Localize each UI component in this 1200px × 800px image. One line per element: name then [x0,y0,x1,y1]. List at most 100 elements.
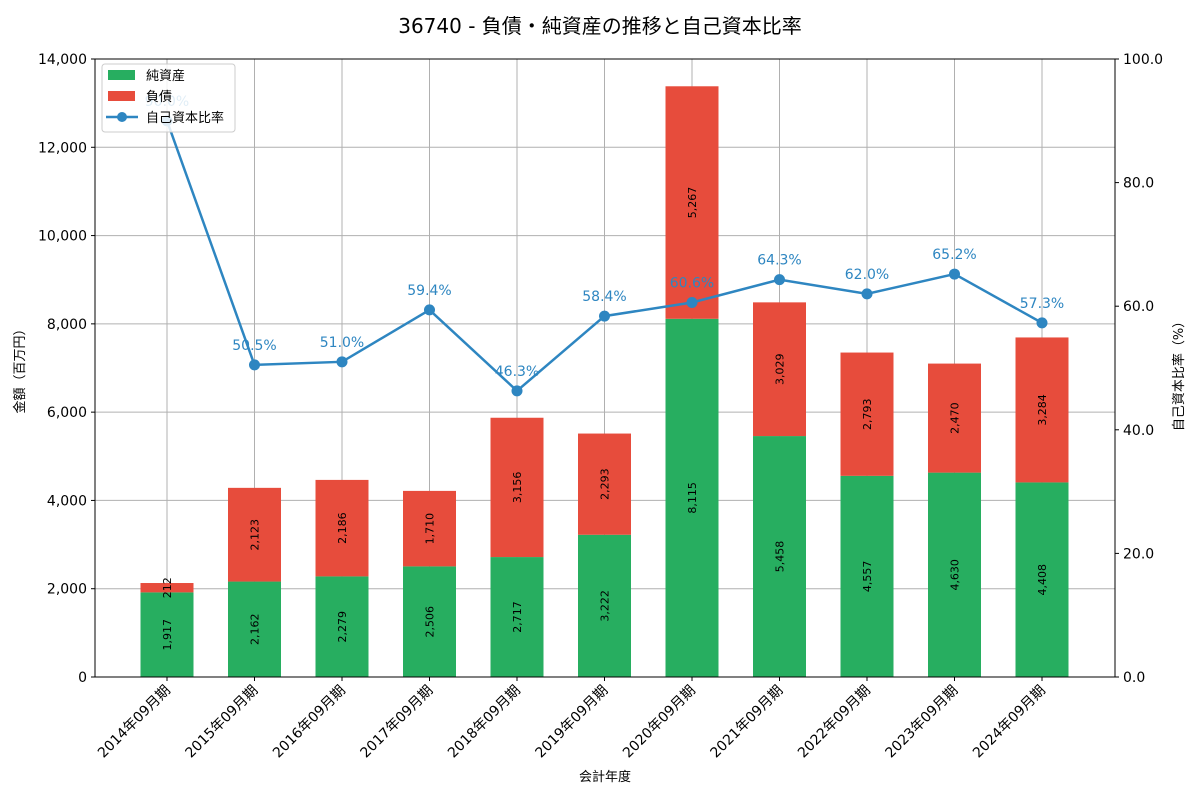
bar-liabilities [840,352,894,476]
bar-liabilities [140,583,194,593]
bar-value-label: 2,793 [861,398,874,430]
left-axis-ticks: 0 2,000 4,000 6,000 8,000 10,000 12,000 14,000 [38,52,95,686]
ratio-label: 46.3% [495,364,539,380]
line-marker [424,304,435,316]
x-tick-label: 2021年09月期 [708,683,787,762]
bar-stack: 8,115 5,267 [665,86,719,677]
legend-label-net-assets: 純資産 [146,68,185,84]
bar-value-label: 5,267 [686,187,699,219]
bar-value-label: 2,186 [336,512,349,544]
right-axis-ticks: 0.0 20.0 40.0 60.0 80.0 100.0 [1115,52,1163,686]
bar-liabilities [1015,337,1069,483]
bar-value-label: 2,279 [336,611,349,643]
line-marker [511,385,523,397]
svg-text:60.0: 60.0 [1123,299,1154,315]
ratio-label: 51.0% [320,335,364,351]
bar-stack: 1,917 212 [140,577,194,677]
svg-text:40.0: 40.0 [1123,423,1154,439]
bar-stack: 5,458 3,029 [753,302,806,677]
svg-text:10,000: 10,000 [38,229,87,245]
x-tick-label: 2020年09月期 [620,683,699,762]
bar-value-label: 3,156 [511,472,524,504]
x-axis-label: 会計年度 [579,769,631,785]
bar-value-label: 5,458 [774,541,787,573]
bar-value-label: 2,123 [249,519,262,551]
bar-stack: 4,630 2,470 [928,363,981,677]
ratio-label: 65.2% [932,247,976,263]
bar-net-assets [753,436,806,677]
bar-value-label: 1,710 [424,513,437,545]
svg-text:12,000: 12,000 [38,140,87,156]
bar-stack: 3,222 2,293 [578,433,631,677]
bar-value-label: 2,162 [249,614,262,646]
svg-text:0.0: 0.0 [1123,670,1145,686]
x-tick-label: 2022年09月期 [795,683,874,762]
bar-value-label: 3,284 [1036,394,1049,426]
svg-text:0: 0 [78,670,87,686]
bar-value-label: 8,115 [686,482,699,514]
bar-value-label: 1,917 [161,619,174,651]
x-tick-label: 2023年09月期 [883,683,962,762]
bar-series: 1,9172122,1622,1232,2792,1862,5061,7102,… [140,86,1069,677]
bar-net-assets [140,592,194,677]
bar-stack: 4,408 3,284 [1015,337,1069,677]
y2-axis-label: 自己資本比率（%） [1171,315,1187,431]
bar-liabilities [490,417,544,558]
x-tick-label: 2018年09月期 [445,683,524,762]
legend: 純資産 負債 自己資本比率 [101,63,236,133]
x-tick-label: 2019年09月期 [533,683,612,762]
bar-liabilities [928,363,981,473]
bar-value-label: 4,408 [1036,564,1049,596]
bar-value-label: 2,293 [599,468,612,500]
ratio-label: 50.5% [232,338,276,354]
line-marker [861,288,873,300]
bar-stack: 4,557 2,793 [840,352,894,677]
bar-net-assets [315,576,369,677]
bar-liabilities [315,479,369,577]
line-marker [686,296,698,308]
svg-text:100.0: 100.0 [1123,52,1163,68]
line-marker [599,310,610,322]
chart-title: 36740 - 負債・純資産の推移と自己資本比率 [398,14,802,38]
bar-net-assets [1015,482,1069,677]
x-tick-label: 2015年09月期 [183,683,262,762]
ratio-label: 60.6% [670,275,714,291]
ratio-label: 59.4% [407,283,451,299]
bar-value-label: 3,029 [774,353,787,385]
bar-value-label: 212 [161,577,174,598]
legend-marker-icon [117,112,127,122]
line-marker [336,356,348,368]
line-marker [249,359,260,371]
bar-net-assets [665,318,719,677]
x-tick-label: 2017年09月期 [358,683,437,762]
legend-label-liabilities: 負債 [146,90,172,105]
line-marker [774,274,785,286]
svg-text:4,000: 4,000 [47,493,87,509]
bar-net-assets [403,566,456,677]
bar-net-assets [490,557,544,677]
bar-value-label: 4,557 [861,561,874,593]
bar-liabilities [228,487,281,582]
bar-liabilities [753,302,806,437]
x-tick-label: 2024年09月期 [970,683,1049,762]
bar-stack: 2,279 2,186 [315,479,369,677]
bar-net-assets [578,534,631,677]
svg-text:14,000: 14,000 [38,52,87,68]
ratio-label: 58.4% [582,289,626,305]
svg-text:8,000: 8,000 [47,317,87,333]
legend-label-equity-ratio: 自己資本比率 [146,110,224,126]
x-tick-label: 2016年09月期 [270,683,349,762]
ratio-label: 57.3% [1020,296,1064,312]
bar-value-label: 4,630 [949,559,962,591]
svg-text:2,000: 2,000 [47,582,87,598]
bar-stack: 2,162 2,123 [228,487,281,677]
bar-value-label: 2,506 [424,606,437,638]
bar-stack: 2,506 1,710 [403,490,456,677]
ratio-label: 62.0% [845,267,889,283]
bar-value-label: 2,717 [511,601,524,633]
bar-liabilities [578,433,631,535]
line-marker [949,268,960,280]
ratio-label: 64.3% [757,253,801,269]
x-tick-label: 2014年09月期 [95,683,174,762]
